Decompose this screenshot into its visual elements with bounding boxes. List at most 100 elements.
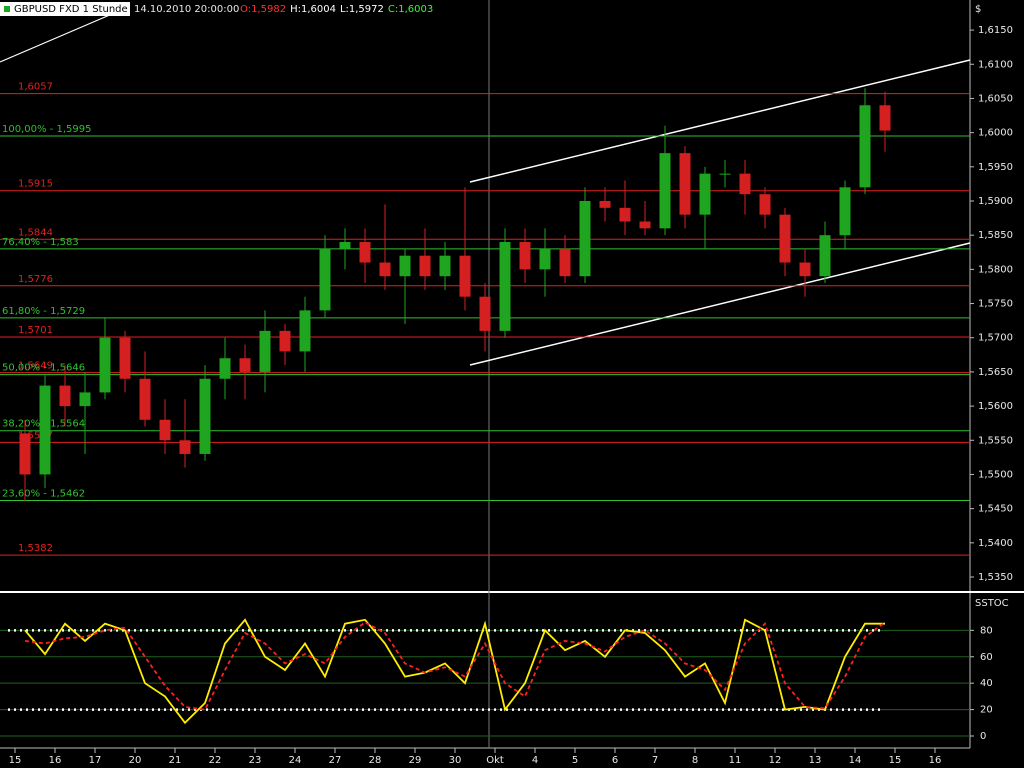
x-tick-label: 11 <box>729 755 742 766</box>
x-tick-label: 6 <box>612 755 618 766</box>
y-tick-label: 1,6150 <box>978 25 1013 36</box>
candle-body <box>859 105 871 188</box>
x-tick-label: 30 <box>449 755 462 766</box>
x-tick-label: 14 <box>849 755 862 766</box>
candle-body <box>639 221 651 229</box>
candle-body <box>459 255 471 297</box>
candle-body <box>59 385 71 407</box>
y-tick-label: 1,5950 <box>978 162 1013 173</box>
ohlc-label: L:1,5972 <box>340 4 384 15</box>
candle-body <box>259 330 271 372</box>
candle-body <box>159 419 171 441</box>
y-tick-label: 20 <box>980 705 993 716</box>
candle-body <box>219 358 231 379</box>
y-tick-label: 60 <box>980 652 993 663</box>
trend-line <box>0 13 113 63</box>
x-tick-label: Okt <box>486 755 504 766</box>
y-tick-label: 1,5400 <box>978 538 1013 549</box>
series-line <box>24 618 885 725</box>
y-tick-label: 1,5550 <box>978 435 1013 446</box>
trend-line <box>469 59 971 183</box>
candle-body <box>39 385 51 475</box>
pane-title: SSTOC <box>975 598 1009 609</box>
level-label: 76,40% - 1,583 <box>2 237 79 248</box>
y-tick-label: 1,5700 <box>978 333 1013 344</box>
candle-body <box>699 173 711 215</box>
x-tick-label: 20 <box>129 755 142 766</box>
y-tick-label: 40 <box>980 678 993 689</box>
candle-body <box>559 248 571 277</box>
x-tick-label: 15 <box>889 755 902 766</box>
candle-body <box>339 242 351 249</box>
x-tick-label: 21 <box>169 755 182 766</box>
x-tick-label: 8 <box>692 755 698 766</box>
y-tick-label: 1,5600 <box>978 401 1013 412</box>
x-tick-label: 5 <box>572 755 578 766</box>
x-tick-label: 28 <box>369 755 382 766</box>
candle-body <box>539 248 551 270</box>
x-tick-label: 7 <box>652 755 658 766</box>
y-tick-label: 0 <box>980 731 986 742</box>
title-icon <box>4 6 10 12</box>
x-tick-label: 15 <box>9 755 22 766</box>
candle-body <box>819 235 831 277</box>
candle-body <box>99 337 111 393</box>
x-tick-label: 24 <box>289 755 302 766</box>
level-label: 100,00% - 1,5995 <box>2 124 91 135</box>
level-label: 1,6057 <box>18 82 53 93</box>
y-tick-label: 1,5450 <box>978 504 1013 515</box>
y-tick-label: 80 <box>980 625 993 636</box>
level-label: 1,5649 <box>18 361 53 372</box>
x-tick-label: 12 <box>769 755 782 766</box>
level-label: 1,5844 <box>18 227 53 238</box>
candle-body <box>439 255 451 277</box>
x-tick-label: 27 <box>329 755 342 766</box>
level-label: 61,80% - 1,5729 <box>2 306 85 317</box>
candle-body <box>19 433 31 475</box>
candle-body <box>299 310 311 352</box>
y-tick-label: 1,5650 <box>978 367 1013 378</box>
candle-body <box>679 153 691 215</box>
ohlc-label: C:1,6003 <box>388 4 433 15</box>
ohlc-label: H:1,6004 <box>290 4 336 15</box>
level-label: 1,5915 <box>18 179 53 190</box>
candle-body <box>519 242 531 270</box>
timestamp: 14.10.2010 20:00:00 <box>134 4 239 15</box>
y-tick-label: 1,5500 <box>978 469 1013 480</box>
candle-body <box>499 242 511 331</box>
candle-body <box>579 200 591 277</box>
candle-body <box>779 214 791 263</box>
candle-body <box>319 248 331 311</box>
level-label: 23,60% - 1,5462 <box>2 488 85 499</box>
candle-body <box>419 255 431 277</box>
title-box <box>0 2 130 16</box>
candle-body <box>79 392 91 407</box>
x-tick-label: 29 <box>409 755 422 766</box>
candle-body <box>359 242 371 263</box>
x-tick-label: 4 <box>532 755 538 766</box>
y-tick-label: 1,6050 <box>978 93 1013 104</box>
y-tick-label: 1,5800 <box>978 264 1013 275</box>
candle-body <box>879 105 891 131</box>
candle-body <box>379 262 391 277</box>
y-axis-label: $ <box>975 4 981 15</box>
y-tick-label: 1,5350 <box>978 572 1013 583</box>
y-tick-label: 1,6000 <box>978 128 1013 139</box>
candle-body <box>119 337 131 379</box>
candle-body <box>139 378 151 420</box>
candle-body <box>239 358 251 372</box>
x-tick-label: 23 <box>249 755 262 766</box>
candle-body <box>799 262 811 277</box>
level-label: 1,5776 <box>18 274 53 285</box>
level-label: 1,5701 <box>18 325 53 336</box>
x-tick-label: 16 <box>49 755 62 766</box>
y-tick-label: 1,5750 <box>978 299 1013 310</box>
candle-body <box>479 296 491 331</box>
candle-body <box>839 187 851 236</box>
candle-body <box>399 255 411 277</box>
level-label: 50,00% - 1,5646 <box>2 363 85 374</box>
candle-body <box>759 194 771 215</box>
series-line <box>24 621 886 711</box>
